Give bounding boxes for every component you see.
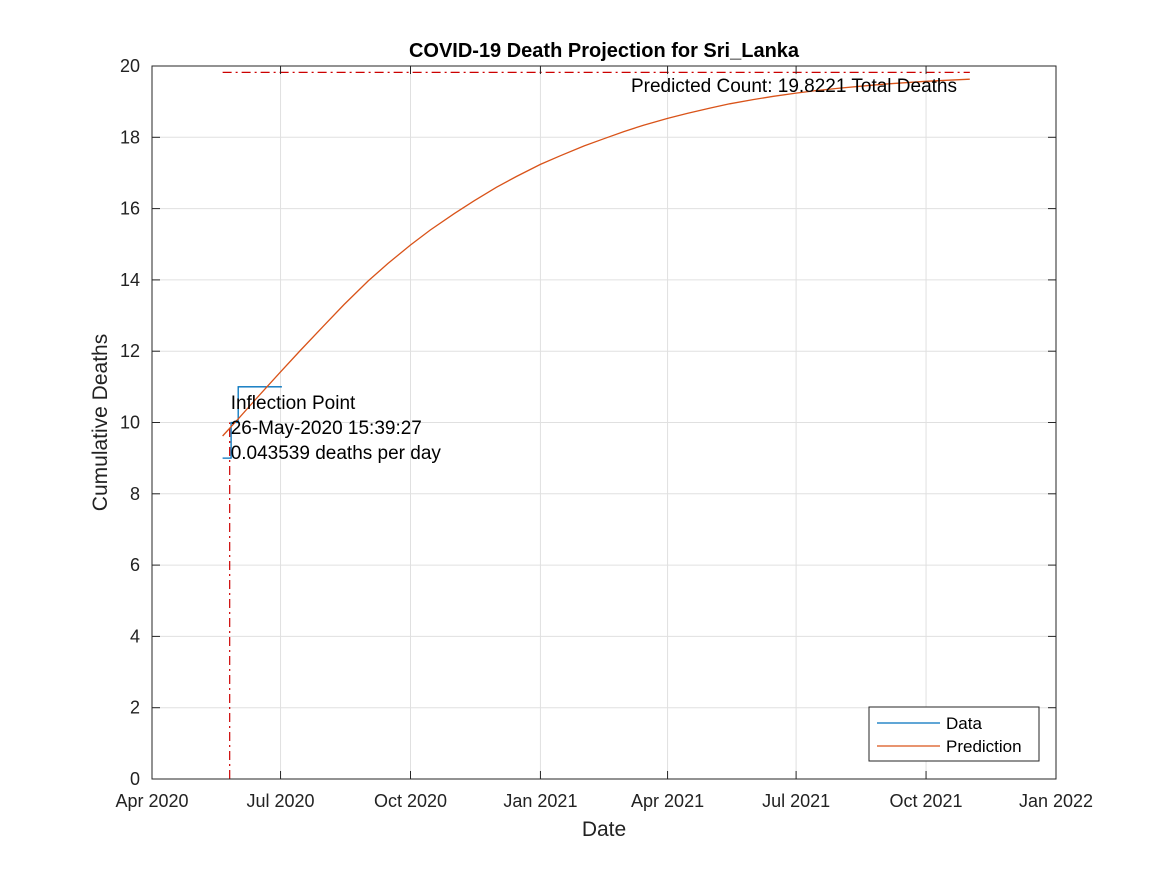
x-tick-label: Oct 2021 <box>890 791 963 811</box>
y-tick-label: 6 <box>130 555 140 575</box>
legend-entry-prediction: Prediction <box>946 737 1022 756</box>
y-tick-label: 14 <box>120 270 140 290</box>
y-tick-label: 12 <box>120 341 140 361</box>
x-tick-label: Jul 2020 <box>247 791 315 811</box>
y-tick-label: 2 <box>130 698 140 718</box>
ticks: Apr 2020 Jul 2020 Oct 2020 Jan 2021 Apr 2021… <box>115 56 1093 811</box>
x-tick-label: Apr 2020 <box>115 791 188 811</box>
x-tick-label: Oct 2020 <box>374 791 447 811</box>
chart-title: COVID-19 Death Projection for Sri_Lanka <box>409 40 800 62</box>
y-axis-label: Cumulative Deaths <box>89 334 112 511</box>
x-tick-label: Jul 2021 <box>762 791 830 811</box>
y-tick-label: 16 <box>120 199 140 219</box>
y-tick-label: 8 <box>130 484 140 504</box>
y-tick-label: 0 <box>130 769 140 789</box>
reference-lines <box>222 71 970 779</box>
x-tick-label: Jan 2022 <box>1019 791 1093 811</box>
y-tick-label: 18 <box>120 127 140 147</box>
predicted-count-annotation: Predicted Count: 19.8221 Total Deaths <box>631 76 957 97</box>
x-tick-label: Jan 2021 <box>503 791 577 811</box>
inflection-title-annotation: Inflection Point <box>231 393 356 414</box>
y-tick-label: 10 <box>120 413 140 433</box>
y-tick-label: 4 <box>130 626 140 646</box>
legend: Data Prediction <box>868 706 1040 762</box>
y-tick-label: 20 <box>120 56 140 76</box>
annotations: Predicted Count: 19.8221 Total Deaths In… <box>231 76 957 464</box>
series <box>222 78 970 459</box>
inflection-date-annotation: 26-May-2020 15:39:27 <box>231 418 422 439</box>
legend-entry-data: Data <box>946 714 982 733</box>
inflection-rate-annotation: 0.043539 deaths per day <box>231 443 442 464</box>
legend-box <box>868 706 1040 762</box>
x-axis-label: Date <box>582 818 626 841</box>
series-line-prediction <box>222 78 970 437</box>
x-tick-label: Apr 2021 <box>631 791 704 811</box>
